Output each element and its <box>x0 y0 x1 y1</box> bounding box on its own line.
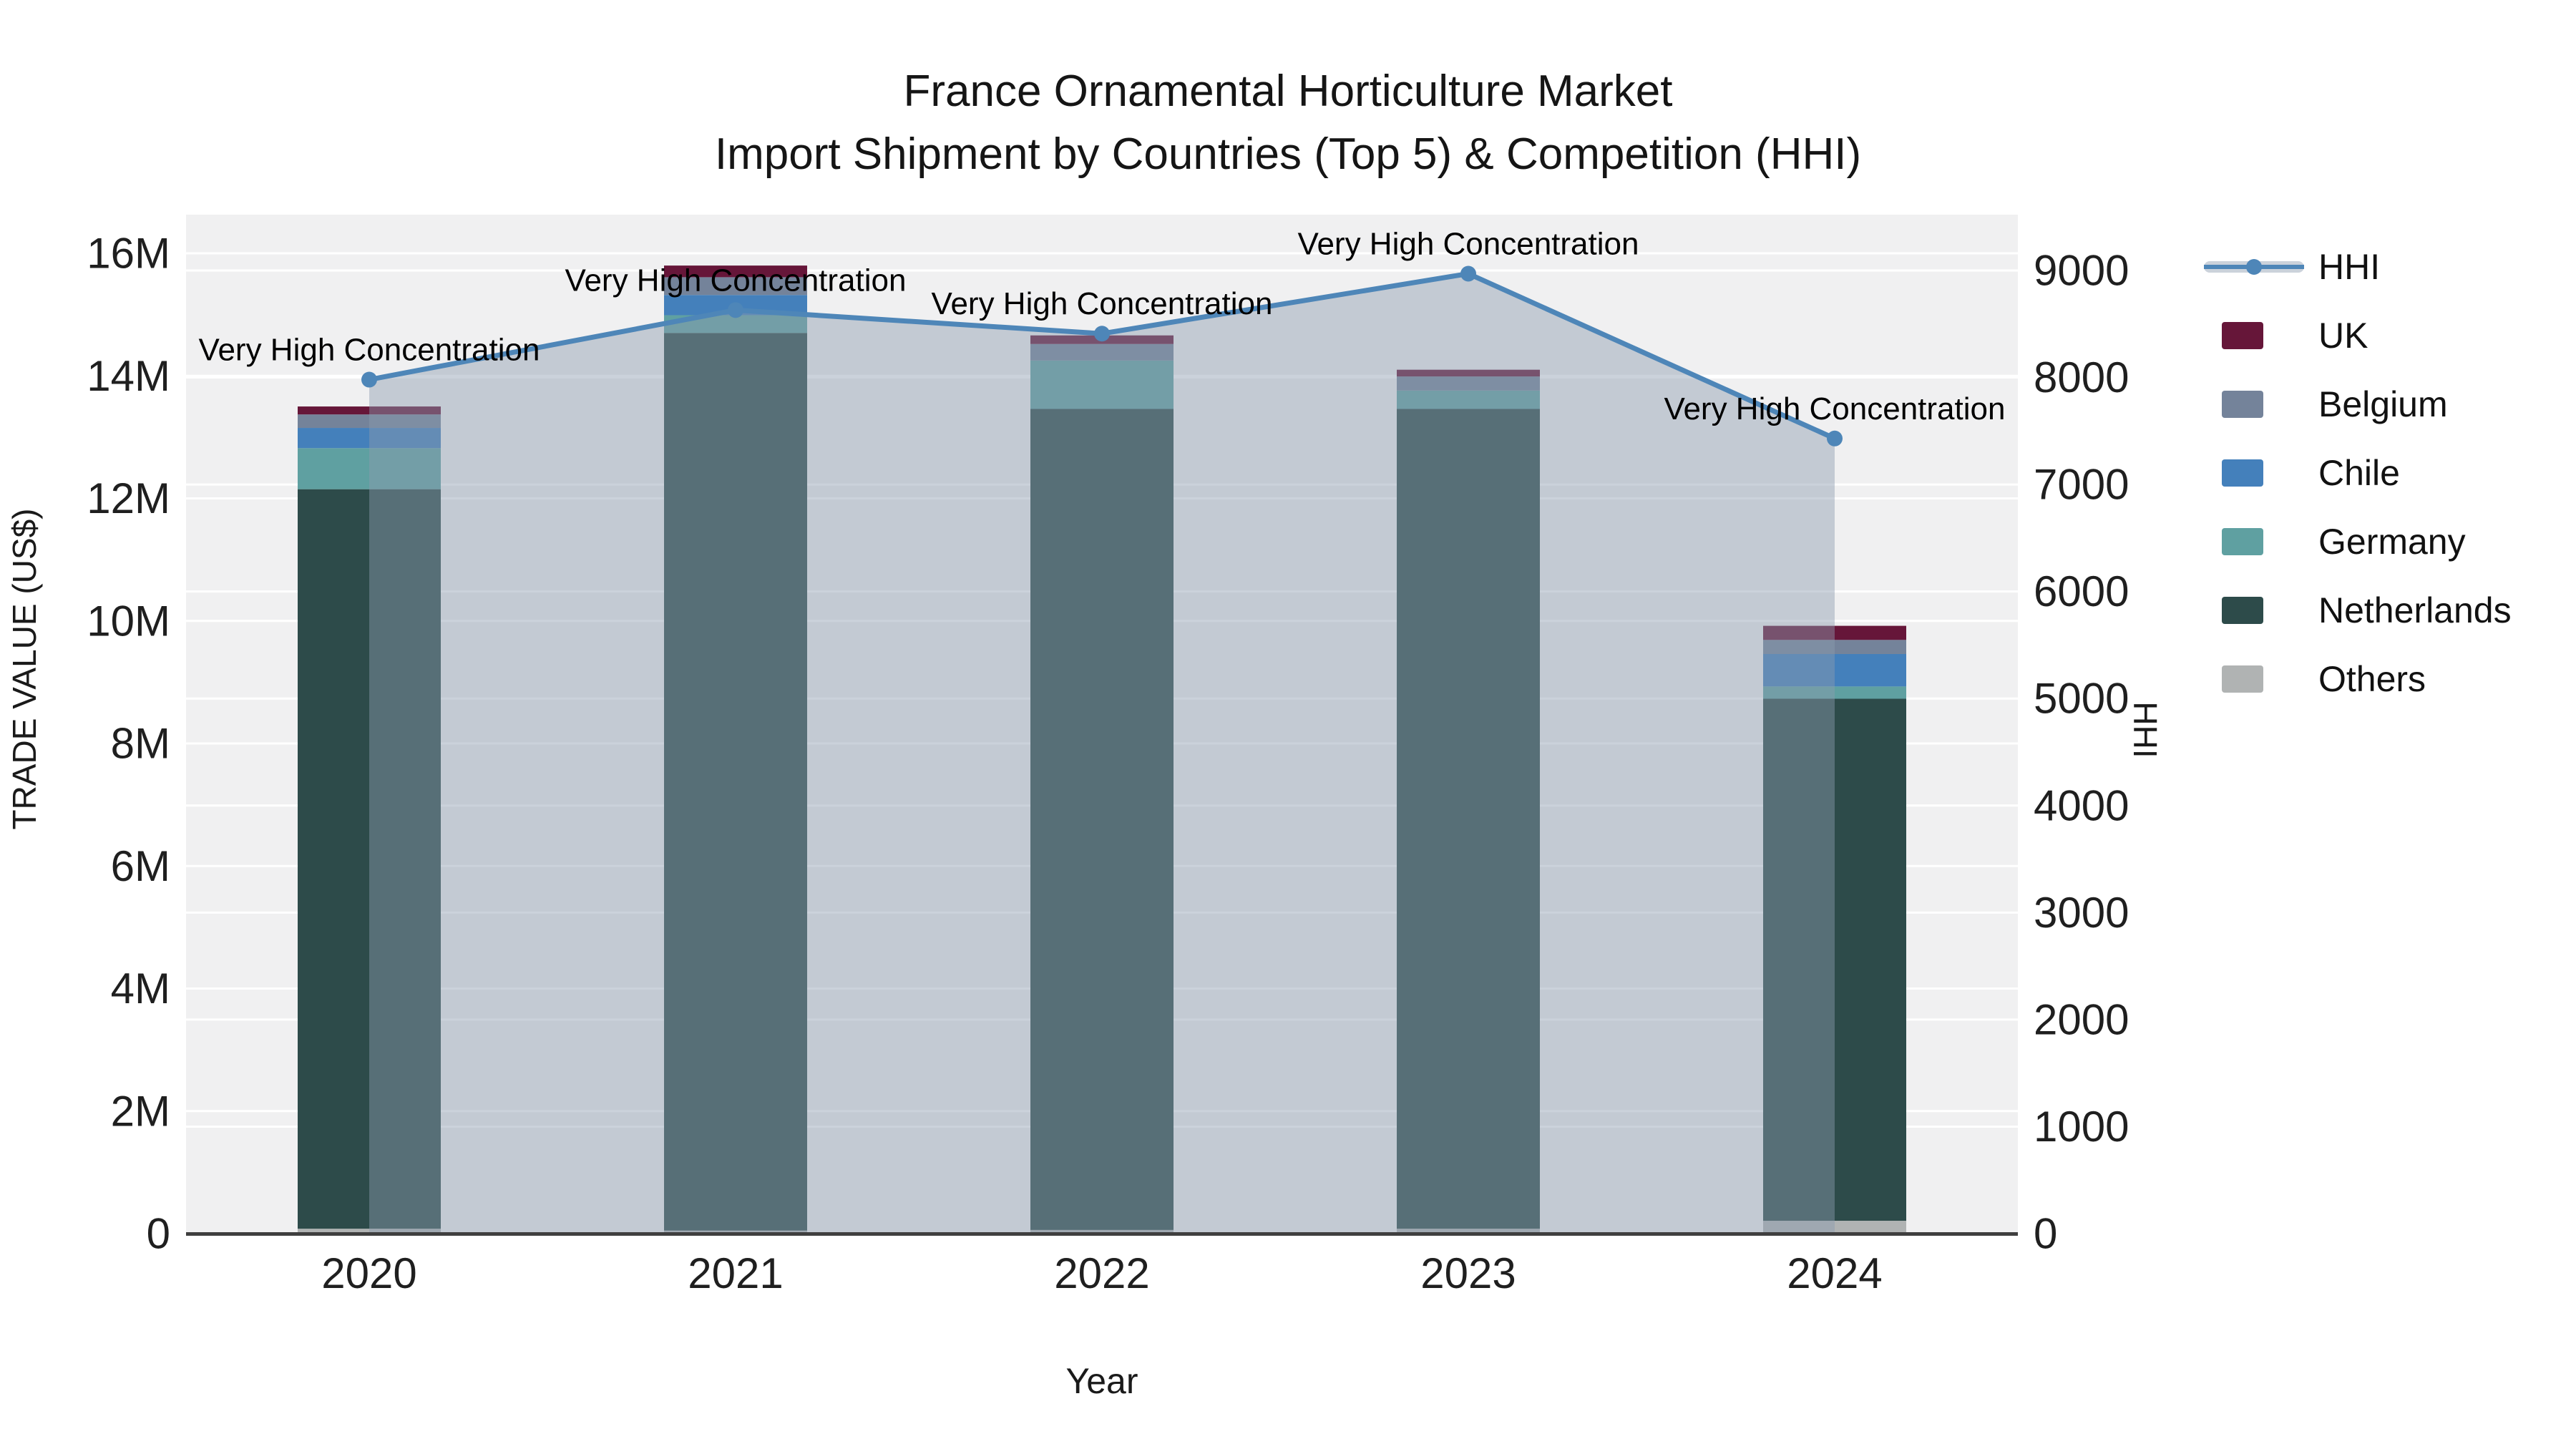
x-tick-label-2022: 2022 <box>1054 1249 1149 1297</box>
legend-color-box <box>2222 665 2263 693</box>
bar-segment-belgium-2020 <box>298 414 441 429</box>
y-left-tick-label: 4M <box>111 965 170 1013</box>
legend-swatch-icon <box>2204 665 2304 693</box>
bar-segment-belgium-2024 <box>1763 640 1906 654</box>
bar-segment-others-2021 <box>664 1230 807 1234</box>
x-tick-label-2023: 2023 <box>1420 1249 1516 1297</box>
hhi-area-fill <box>369 273 1835 1234</box>
y-left-tick-label: 14M <box>87 352 170 400</box>
bar-segment-uk-2021 <box>664 265 807 278</box>
annotation-2020: Very High Concentration <box>199 333 540 368</box>
legend-color-box <box>2222 528 2263 555</box>
legend-label: Chile <box>2318 453 2400 493</box>
legend-swatch-icon <box>2204 391 2304 418</box>
x-tick-label-2024: 2024 <box>1787 1249 1882 1297</box>
y-right-tick-label: 7000 <box>2034 461 2129 509</box>
bar-segment-others-2022 <box>1030 1229 1174 1234</box>
bar-segment-germany-2020 <box>298 448 441 489</box>
legend: HHI UK Belgium Chile Germany Netherlands Other… <box>2204 233 2512 713</box>
y-left-tick-label: 0 <box>147 1210 170 1258</box>
legend-label: HHI <box>2318 247 2381 287</box>
annotation-2022: Very High Concentration <box>932 286 1273 321</box>
hhi-marker-2023 <box>1460 265 1476 282</box>
legend-label: Others <box>2318 659 2426 699</box>
legend-color-box <box>2222 322 2263 349</box>
y-right-tick-label: 6000 <box>2034 567 2129 615</box>
bar-segment-germany-2024 <box>1763 686 1906 699</box>
bar-segment-chile-2024 <box>1763 653 1906 687</box>
bar-segment-germany-2023 <box>1397 390 1540 409</box>
y-right-tick-label: 1000 <box>2034 1103 2129 1151</box>
bar-segment-uk-2023 <box>1397 369 1540 377</box>
legend-label: Belgium <box>2318 384 2448 424</box>
y-right-tick-label: 2000 <box>2034 995 2129 1043</box>
x-axis-line <box>186 1232 2018 1236</box>
bar-segment-belgium-2023 <box>1397 376 1540 391</box>
legend-swatch-icon <box>2204 597 2304 624</box>
bar-segment-others-2024 <box>1763 1221 1906 1234</box>
legend-item-others[interactable]: Others <box>2204 645 2512 713</box>
hhi-marker-2020 <box>361 371 377 388</box>
bar-segment-germany-2022 <box>1030 360 1174 409</box>
hhi-marker-2021 <box>728 302 743 318</box>
bar-segment-netherlands-2022 <box>1030 409 1174 1230</box>
legend-label: UK <box>2318 316 2368 356</box>
y-right-tick-label: 8000 <box>2034 353 2129 401</box>
legend-item-netherlands[interactable]: Netherlands <box>2204 576 2512 645</box>
bar-segment-netherlands-2024 <box>1763 698 1906 1221</box>
x-tick-label-2020: 2020 <box>321 1249 416 1297</box>
legend-label: Germany <box>2318 522 2466 562</box>
chart-subtitle: Import Shipment by Countries (Top 5) & C… <box>714 130 1862 179</box>
x-axis-title: Year <box>1065 1361 1138 1401</box>
legend-item-belgium[interactable]: Belgium <box>2204 370 2512 439</box>
bar-segment-others-2020 <box>298 1229 441 1234</box>
y-left-tick-label: 10M <box>87 597 170 645</box>
y-right-tick-label: 3000 <box>2034 889 2129 937</box>
annotation-2023: Very High Concentration <box>1298 226 1639 261</box>
legend-color-box <box>2222 391 2263 418</box>
bar-segment-netherlands-2021 <box>664 333 807 1231</box>
legend-item-germany[interactable]: Germany <box>2204 507 2512 576</box>
chart-title-block: France Ornamental Horticulture Market Im… <box>0 60 2576 186</box>
y-left-tick-label: 16M <box>87 230 170 278</box>
chart-title: France Ornamental Horticulture Market <box>903 67 1673 116</box>
bar-segment-belgium-2021 <box>664 277 807 296</box>
hhi-marker-2024 <box>1827 430 1843 447</box>
y-left-tick-label: 12M <box>87 474 170 522</box>
hhi-line-swatch-icon <box>2204 253 2304 281</box>
legend-item-hhi[interactable]: HHI <box>2204 233 2512 301</box>
bar-segment-uk-2020 <box>298 406 441 415</box>
y-left-tick-label: 2M <box>111 1087 170 1135</box>
legend-swatch-icon <box>2204 322 2304 349</box>
y-axis-title-left: TRADE VALUE (US$) <box>6 508 43 830</box>
y-right-tick-label: 5000 <box>2034 675 2129 723</box>
bar-segment-belgium-2022 <box>1030 343 1174 361</box>
y-axis-title-right: HHI <box>2127 701 2164 758</box>
y-right-tick-label: 0 <box>2034 1210 2057 1258</box>
bar-segment-others-2023 <box>1397 1229 1540 1234</box>
y-right-tick-label: 4000 <box>2034 781 2129 829</box>
legend-item-uk[interactable]: UK <box>2204 301 2512 370</box>
bar-segment-chile-2020 <box>298 428 441 449</box>
bar-segment-netherlands-2020 <box>298 489 441 1229</box>
legend-color-box <box>2222 597 2263 624</box>
y-right-tick-label: 9000 <box>2034 247 2129 295</box>
legend-color-box <box>2222 459 2263 487</box>
legend-label: Netherlands <box>2318 590 2512 630</box>
y-left-tick-label: 6M <box>111 842 170 890</box>
legend-swatch-icon <box>2204 459 2304 487</box>
annotation-2021: Very High Concentration <box>565 263 907 298</box>
y-left-tick-label: 8M <box>111 720 170 768</box>
x-tick-label-2021: 2021 <box>688 1249 783 1297</box>
legend-swatch-icon <box>2204 528 2304 555</box>
bar-segment-uk-2024 <box>1763 625 1906 640</box>
annotation-2024: Very High Concentration <box>1664 391 2006 426</box>
bar-segment-netherlands-2023 <box>1397 409 1540 1229</box>
hhi-marker-2022 <box>1094 326 1110 342</box>
legend-item-chile[interactable]: Chile <box>2204 439 2512 507</box>
